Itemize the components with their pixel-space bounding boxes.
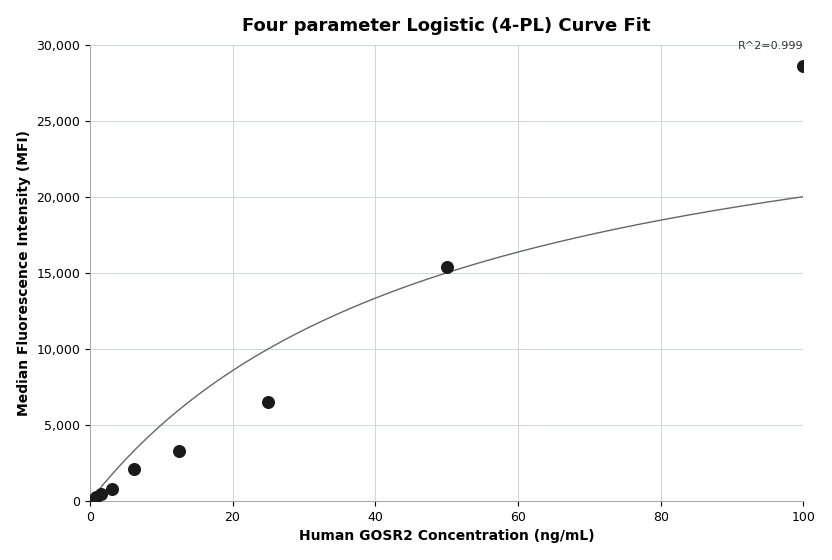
Title: Four parameter Logistic (4-PL) Curve Fit: Four parameter Logistic (4-PL) Curve Fit [242,17,651,35]
Point [261,398,275,407]
X-axis label: Human GOSR2 Concentration (ng/mL): Human GOSR2 Concentration (ng/mL) [299,529,594,543]
Point [172,446,186,455]
Point [86,495,99,504]
Point [94,489,107,498]
Point [128,465,141,474]
Point [106,484,119,493]
Point [89,492,102,501]
Text: R^2=0.999: R^2=0.999 [738,41,804,50]
Point [797,62,810,71]
Y-axis label: Median Fluorescence Intensity (MFI): Median Fluorescence Intensity (MFI) [17,130,31,416]
Point [440,262,453,271]
